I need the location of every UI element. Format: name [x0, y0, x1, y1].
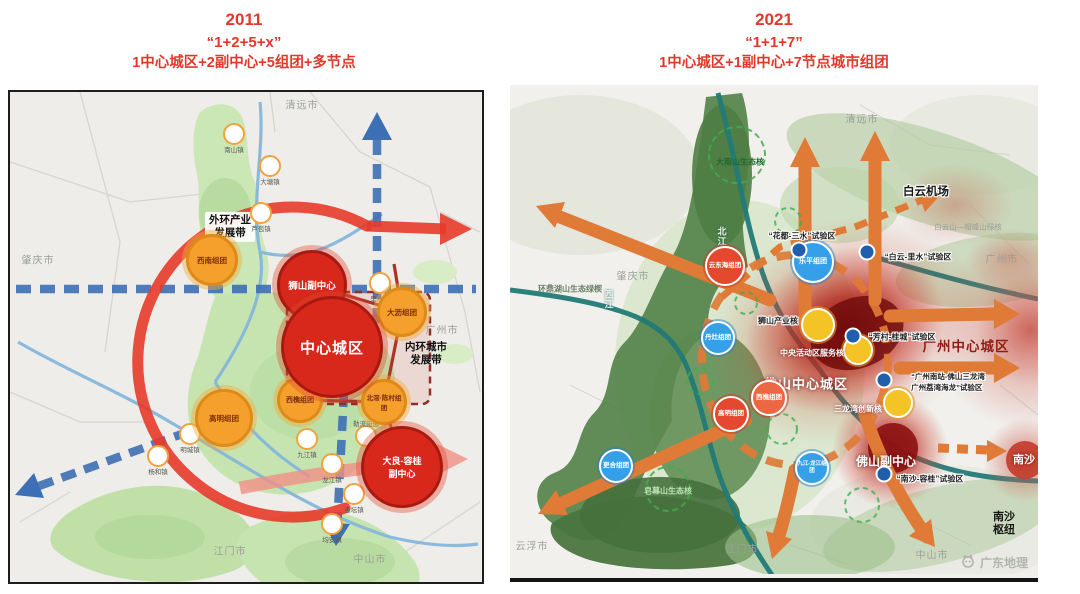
right-title-desc: 1中心城区+1副中心+7节点城市组团 [659, 54, 889, 71]
city-label-zhaoqing: 肇庆市 [21, 255, 55, 267]
town-node-longjiang [321, 453, 343, 475]
node-danzao: 丹灶组团 [701, 321, 735, 355]
town-node-jiujiang [296, 428, 318, 450]
daliang-label-line2: 副中心 [388, 469, 416, 479]
town-node-junan [321, 513, 343, 535]
nansha-label: 南沙 [1013, 454, 1035, 466]
city-label-jiangmen: 江门市 [725, 544, 759, 556]
map-2021: 北江 西江 大南山生态核 皂幕山生态核 环鼎湖山生态绿楔 白云山—帽峰山绿核 清… [510, 85, 1038, 582]
watermark: 广东地理 [960, 553, 1028, 572]
town-label-nanshan: 南山镇 [224, 147, 244, 154]
center-node-daliang-ronggui: 大良-容桂 副中心 [361, 426, 443, 508]
town-node-yanghe [147, 445, 169, 467]
town-label-jiujiang: 九江镇 [297, 452, 317, 459]
airport-label: 白云机场 [903, 186, 949, 198]
pilot-label-fangcun-guicheng: “芳村-桂城”试验区 [868, 332, 936, 342]
town-label-mingcheng: 明城镇 [180, 447, 200, 454]
city-label-zhaoqing: 肇庆市 [616, 271, 650, 283]
pilot-label-baiyun-lishui: “白云-里水”试验区 [884, 252, 952, 262]
expansion-arrows [553, 152, 1003, 552]
node-xiqiao: 西樵组团 [751, 380, 787, 416]
core-label-central: 中央活动区服务核 [780, 348, 844, 358]
eco-label-baiyun-maofeng: 白云山—帽峰山绿核 [934, 222, 1002, 232]
city-label-zhongshan: 中山市 [353, 554, 387, 566]
cluster-node-dali: 大沥组团 [377, 287, 427, 337]
eco-label-zaomu: 皂幕山生态核 [644, 486, 692, 496]
core-label-shishan: 狮山产业核 [758, 316, 798, 326]
arrow-heads [536, 131, 1020, 559]
pilot-dot-nanzhan [875, 371, 893, 389]
node-gaoming: 高明组团 [713, 396, 749, 432]
foshan-sub-center-label: 佛山副中心 [855, 454, 917, 469]
inner-city-belt-label: 内环城市 发展带 [405, 340, 447, 366]
node-genghe: 更合组团 [599, 449, 633, 483]
city-label-jiangmen: 江门市 [213, 546, 247, 558]
cluster-node-xinan: 西南组团 [186, 234, 238, 286]
node-jiujiang-longjiang: 九江-龙江组团 [795, 451, 829, 485]
nansha-hub-label: 南沙枢纽 [993, 510, 1015, 536]
town-label-xingtan: 杏坛镇 [344, 507, 364, 514]
node-leping: 乐平组团 [792, 241, 834, 283]
pilot-dot-fangcun-guicheng [844, 327, 862, 345]
pilot-label-nanzhan-line1: “广州南站-佛山三龙湾 [911, 372, 985, 381]
pilot-label-huadu-sanshui: “花都-三水”试验区 [768, 231, 836, 241]
pilot-label-nansha-ronggui: “南沙-容桂”试验区 [896, 474, 964, 484]
town-node-xingtan [343, 483, 365, 505]
pilot-dot-baiyun-lishui [858, 243, 876, 261]
daliang-label: 大良-容桂 副中心 [383, 454, 422, 480]
guangzhou-center-label: 广州中心城区 [922, 339, 1010, 354]
town-label-junan: 均安镇 [322, 537, 342, 544]
map-2021-art [510, 92, 1038, 578]
city-label-zhongshan: 中山市 [915, 550, 949, 562]
city-label-yunfu: 云浮市 [515, 541, 549, 553]
left-title-year: 2011 [225, 10, 263, 29]
town-label-leliu: 勒流街道 [353, 421, 379, 428]
cluster-node-gaoming: 高明组团 [195, 389, 253, 447]
center-node-main: 中心城区 [281, 296, 383, 398]
left-title: 2011 “1+2+5+x” 1中心城区+2副中心+5组团+多节点 [8, 8, 480, 73]
eco-circle-zaomu [645, 466, 691, 512]
town-label-lubao: 芦苞镇 [251, 226, 271, 233]
pilot-dot-nansha-ronggui [875, 465, 893, 483]
town-label-longjiang: 龙江镇 [322, 477, 342, 484]
node-yundonghai: 云东海组团 [705, 246, 745, 286]
core-node-shishan [801, 308, 835, 342]
town-node-datang [259, 155, 281, 177]
core-label-sanlongwan: 三龙湾创新核 [834, 404, 882, 414]
city-label-qingyuan: 清远市 [285, 100, 319, 112]
foshan-center-label: 佛山中心城区 [763, 376, 849, 392]
city-label-guangzhou: 广州市 [985, 254, 1019, 266]
eco-circles [686, 207, 880, 523]
paw-logo-icon [960, 553, 976, 572]
city-label-qingyuan: 清远市 [845, 114, 879, 126]
eco-label-danan: 大南山生态核 [716, 157, 764, 167]
town-label-yanghe: 杨和镇 [148, 469, 168, 476]
town-node-lishui [369, 272, 391, 294]
left-title-formula: “1+2+5+x” [206, 33, 282, 51]
pilot-dot-huadu-sanshui [790, 241, 808, 259]
map-2011-art [10, 92, 481, 582]
town-label-datang: 大塘镇 [260, 179, 280, 186]
cluster-node-beijiao-chencun: 北滘·陈村组团 [361, 379, 407, 425]
pilot-label-nanzhan-line2: 广州荔湾海龙”试验区 [911, 383, 983, 392]
watermark-text: 广东地理 [980, 556, 1029, 570]
river-label-beijiang: 北江 [717, 226, 727, 247]
pilot-label-nanzhan: “广州南站-佛山三龙湾 广州荔湾海龙”试验区 [911, 371, 985, 393]
right-title: 2021 “1+1+7” 1中心城区+1副中心+7节点城市组团 [510, 8, 1038, 73]
eco-circle-danan [708, 126, 766, 184]
dashed-arrow-heads [917, 190, 1007, 462]
right-title-formula: “1+1+7” [745, 33, 803, 51]
core-node-sanlongwan [883, 388, 913, 418]
left-title-desc: 1中心城区+2副中心+5组团+多节点 [132, 54, 356, 71]
eco-label-dinghu: 环鼎湖山生态绿楔 [538, 284, 602, 294]
right-title-year: 2021 [755, 10, 793, 29]
city-label-guangzhou: 广州市 [425, 325, 459, 337]
daliang-label-line1: 大良-容桂 [382, 456, 422, 466]
town-node-nanshan [223, 123, 245, 145]
river-label-xijiang: 西江 [604, 289, 614, 310]
map-2011: 外环产业 发展带 内环城市 发展带 清远市 肇庆市 广州市 江门市 中山市 南山… [8, 90, 484, 584]
town-node-lubao [250, 202, 272, 224]
